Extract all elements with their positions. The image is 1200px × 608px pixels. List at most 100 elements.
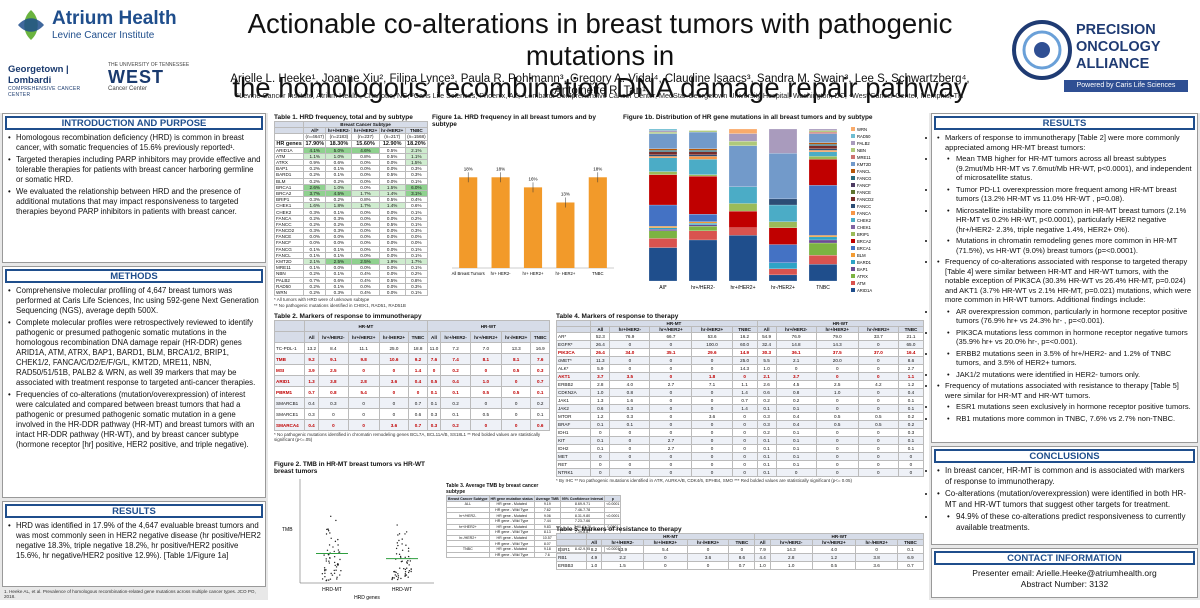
table-cell: 0.7	[531, 376, 550, 387]
table-cell: 1.8	[692, 373, 732, 381]
table-cell: 0	[650, 469, 692, 477]
table-cell: 13.9	[602, 546, 644, 554]
table-cell: 0.1	[757, 453, 776, 461]
table-cell: 0.4	[305, 398, 319, 409]
table-cell: 0	[816, 437, 858, 445]
table-cell: 0	[732, 413, 757, 421]
table1-title: Table 1. HRD frequency, total and by sub…	[274, 114, 428, 121]
legend-label: FANCA	[857, 211, 871, 216]
stacked-segment	[689, 225, 717, 227]
table-cell: 15.60%	[352, 140, 379, 147]
figure1a-title: Figure 1a. HRD frequency in all breast t…	[432, 114, 620, 128]
table-cell: 3.6	[379, 420, 409, 431]
table-cell: 14.3	[732, 365, 757, 373]
legend-swatch	[851, 148, 855, 152]
table-row: BRAF 0.1 0.1 0 0 0 0.3 0.4 0.5 0.5 0.2	[557, 421, 924, 429]
bullet-item: JAK1/2 mutations were identified in HER2…	[936, 370, 1193, 380]
table-cell: 0	[501, 376, 531, 387]
table-cell: 8.1	[501, 354, 531, 365]
table-cell: 0.4	[441, 376, 471, 387]
table-cell: 0	[470, 365, 501, 376]
table-cell: AR*	[557, 333, 591, 341]
table3-block: Table 3. Average TMB by breast cancer su…	[446, 483, 552, 558]
table-cell: 0.2	[898, 413, 923, 421]
table-cell: 11.3	[591, 357, 610, 365]
table-header-cell: hr-/HER2+	[379, 128, 405, 134]
table-row: MSI 3.9 2.5 0 0 1.4 0 0.2 0 0.5 0.3	[275, 365, 550, 376]
table-cell: 2.7	[650, 381, 692, 389]
bullet-item: In breast cancer, HR-MT is common and is…	[936, 466, 1193, 487]
legend-label: NBN	[857, 148, 866, 153]
table-cell: ALK*	[557, 365, 591, 373]
point-cloud	[322, 516, 342, 582]
table-cell: 20.0	[816, 357, 858, 365]
data-label: 13%	[561, 191, 570, 196]
table-cell: PIK3CA	[557, 349, 591, 357]
legend-swatch	[851, 211, 855, 215]
bullet-item: Homologous recombination deficiency (HRD…	[7, 133, 261, 153]
stacked-segment	[769, 199, 797, 205]
table-cell: (n=2183)	[326, 134, 352, 140]
stacked-segment	[809, 132, 837, 134]
stacked-segment	[809, 185, 837, 235]
legend-label: CHEK1	[857, 225, 872, 230]
table-cell: 0	[732, 429, 757, 437]
contact-email[interactable]: Presenter email: Arielle.Heeke@atriumhea…	[932, 568, 1197, 579]
tick-label: TNBC	[816, 285, 830, 291]
table-cell: 0.2	[441, 398, 471, 409]
stacked-segment	[729, 235, 757, 281]
table-cell: 1.2	[898, 381, 923, 389]
table-cell: 0	[650, 357, 692, 365]
legend-label: BRCA1	[857, 246, 872, 251]
table-cell: 37.0	[858, 349, 898, 357]
bullet-item: Tumor PD-L1 overexpression more frequent…	[936, 185, 1193, 204]
bullet-item: Microsatellite instability more common i…	[936, 206, 1193, 235]
table-cell: 0.6	[531, 420, 550, 431]
legend-swatch	[851, 281, 855, 285]
table-cell: 37.5	[816, 349, 858, 357]
table-cell: 76.9	[610, 333, 650, 341]
stacked-segment	[729, 134, 757, 142]
table-cell: 0	[732, 445, 757, 453]
table-cell: HR gene - Wild Type	[489, 530, 534, 536]
conclusions-heading: CONCLUSIONS	[934, 449, 1195, 463]
table-cell: 1.3	[591, 397, 610, 405]
table-cell: 0	[858, 341, 898, 349]
table-cell: 0	[650, 397, 692, 405]
table-row: WRN 0.2% 0.3% 0.4% 0.0% 0.1%	[275, 289, 428, 295]
table-cell: 0	[732, 469, 757, 477]
data-label: 18%	[496, 166, 505, 171]
table-cell: 0	[379, 387, 409, 398]
table-cell: 0	[501, 420, 531, 431]
stacked-segment	[809, 243, 837, 255]
bullet-item: Frequency of co-alterations associated w…	[936, 257, 1193, 305]
table-cell: 0	[776, 469, 816, 477]
table-row: RB1 4.9 2.2 0 3.6 8.6 4.4 2.8 1.2 3.8 6.9	[557, 554, 924, 562]
table-cell: 0	[692, 445, 732, 453]
table-row: KIT 0.1 0 2.7 0 0 0.1 0.1 0 0 0.1	[557, 437, 924, 445]
table1-note2: ** No pathogenic mutations identified in…	[274, 303, 428, 308]
table-cell: 0	[858, 453, 898, 461]
legend-swatch	[851, 246, 855, 250]
table-cell: 3.8	[856, 554, 898, 562]
table-cell: 4.4	[755, 554, 770, 562]
table-cell: SMARCA4	[275, 420, 305, 431]
table-row: ARID1 1.3 3.8 2.8 3.6 0.4 0.5 0.4 1.0 0 0.7	[275, 376, 550, 387]
table-cell: NTRK1	[557, 469, 591, 477]
bullet-item: Markers of response to immunotherapy [Ta…	[936, 133, 1193, 152]
table-cell: 0	[858, 373, 898, 381]
table-cell: 5.4	[644, 546, 688, 554]
table-cell: 9.2	[409, 354, 427, 365]
stacked-segment	[649, 132, 677, 134]
table-cell: 0.3	[610, 413, 650, 421]
table-cell: 0.1	[441, 409, 471, 420]
stacked-segment	[689, 131, 717, 133]
table-cell: 0	[687, 546, 729, 554]
left-column: INTRODUCTION AND PURPOSE Homologous reco…	[0, 113, 268, 600]
bullet-item: Complete molecular profiles were retrosp…	[7, 318, 261, 388]
table-cell: 8.6	[729, 554, 755, 562]
table-cell: 100.0	[692, 341, 732, 349]
table-cell: 1.1	[898, 373, 923, 381]
table-row: MTOR 1.2 0.3 0 3.6 0 0.3 0.4 0.5 0.5 0.2	[557, 413, 924, 421]
table-cell: 26.4	[591, 341, 610, 349]
